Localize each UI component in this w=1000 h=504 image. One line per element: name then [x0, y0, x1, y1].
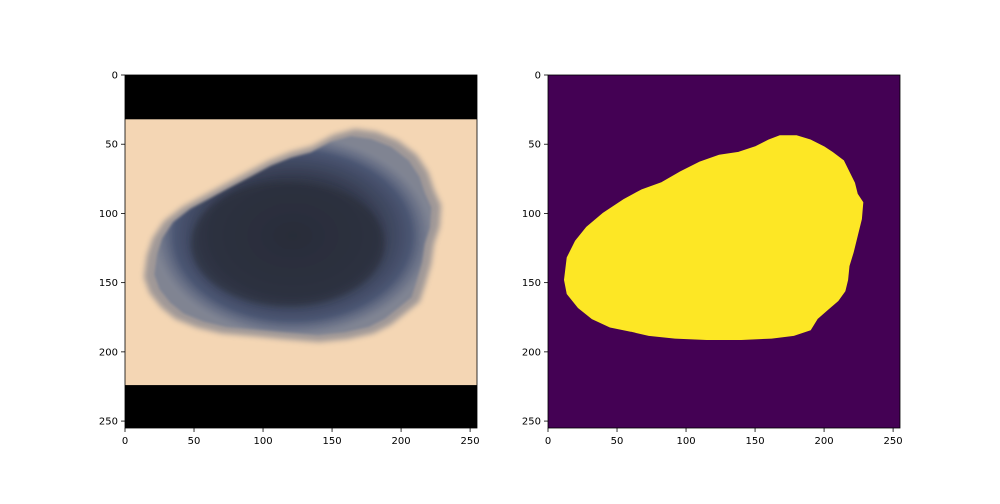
x-tick-label: 150: [746, 436, 765, 447]
y-tick-label: 200: [99, 347, 118, 358]
dermoscopy-image: [125, 75, 477, 428]
x-tick-label: 0: [545, 436, 551, 447]
x-tick-label: 250: [884, 436, 903, 447]
left-axis-ticks: 0 50 100 150 200 250 0 50 100 150 200 250: [99, 71, 480, 448]
black-band-top: [125, 75, 477, 120]
lesion: [143, 128, 442, 342]
x-tick-label: 0: [122, 436, 128, 447]
segmentation-mask: [548, 75, 900, 428]
y-tick-label: 150: [522, 278, 541, 289]
right-axes-frame: [547, 74, 901, 429]
mask-foreground: [563, 135, 864, 340]
x-tick-label: 100: [676, 436, 695, 447]
y-tick-label: 100: [99, 209, 118, 220]
right-axis-ticks: 0 50 100 150 200 250 0 50 100 150 200 250: [522, 71, 903, 448]
y-tick-label: 0: [112, 71, 118, 82]
x-tick-label: 100: [253, 436, 272, 447]
black-band-bottom: [125, 385, 477, 428]
left-axes-frame: [124, 74, 478, 429]
y-tick-label: 250: [99, 417, 118, 428]
left-image-panel: 0 50 100 150 200 250 0 50 100 150 200 250: [99, 71, 480, 448]
y-tick-label: 50: [528, 140, 541, 151]
right-mask-panel: 0 50 100 150 200 250 0 50 100 150 200 250: [522, 71, 903, 448]
y-tick-label: 250: [522, 417, 541, 428]
y-tick-label: 50: [105, 140, 118, 151]
x-tick-label: 200: [815, 436, 834, 447]
x-tick-label: 250: [461, 436, 480, 447]
x-tick-label: 50: [188, 436, 201, 447]
x-tick-label: 200: [392, 436, 411, 447]
x-tick-label: 50: [611, 436, 624, 447]
y-tick-label: 200: [522, 347, 541, 358]
lesion-core: [191, 181, 385, 307]
y-tick-label: 100: [522, 209, 541, 220]
x-tick-label: 150: [323, 436, 342, 447]
y-tick-label: 150: [99, 278, 118, 289]
y-tick-label: 0: [535, 71, 541, 82]
